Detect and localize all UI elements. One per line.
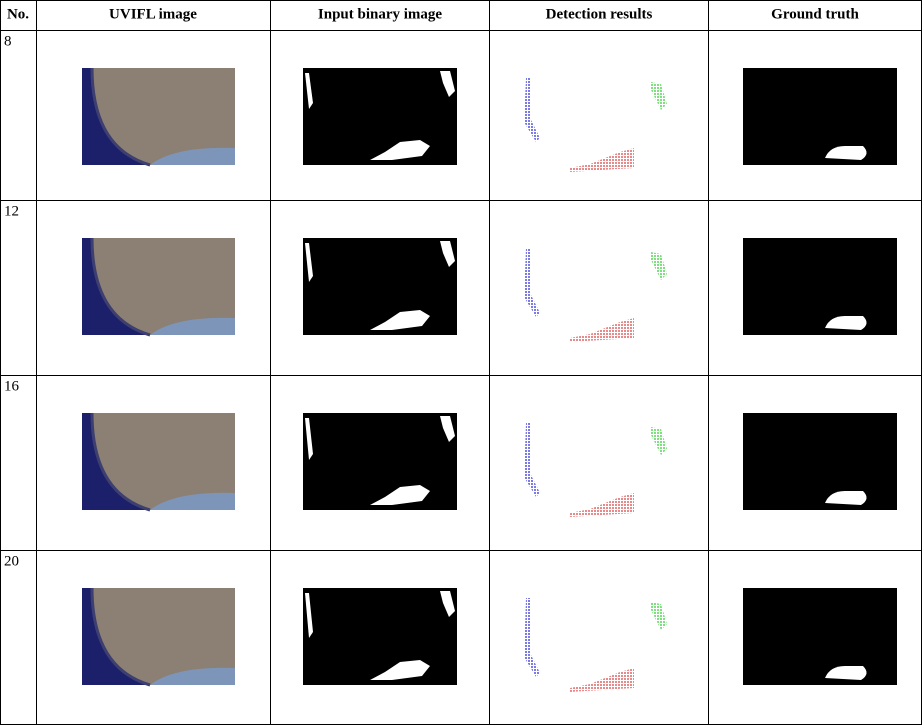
row-number: 16 xyxy=(4,378,20,394)
uvifl-image xyxy=(82,413,235,510)
ground-truth-image xyxy=(743,68,897,165)
binary-image xyxy=(303,588,457,685)
detection-image xyxy=(524,598,667,692)
column-header: UVIFL image xyxy=(109,6,197,22)
uvifl-image xyxy=(82,238,235,335)
detection-image xyxy=(524,248,667,342)
red-points xyxy=(570,668,634,692)
uvifl-image xyxy=(82,68,235,165)
column-header: Ground truth xyxy=(771,6,859,22)
binary-image xyxy=(303,238,457,335)
green-points xyxy=(651,82,667,110)
row-number: 8 xyxy=(4,33,12,49)
image-bg xyxy=(303,413,457,510)
detection-image xyxy=(524,78,667,172)
row-number: 20 xyxy=(4,553,19,569)
image-bg xyxy=(743,238,897,335)
image-bg xyxy=(303,238,457,335)
red-points xyxy=(570,318,634,342)
red-points xyxy=(570,493,634,517)
red-points xyxy=(570,148,634,172)
blue-points xyxy=(524,248,540,317)
blue-points xyxy=(524,598,540,677)
ground-truth-image xyxy=(743,238,897,335)
column-header: No. xyxy=(7,6,29,22)
ground-truth-image xyxy=(743,413,897,510)
column-header: Input binary image xyxy=(318,6,443,22)
green-points xyxy=(651,252,667,280)
image-bg xyxy=(743,588,897,685)
image-bg xyxy=(743,68,897,165)
image-bg xyxy=(303,68,457,165)
row-number: 12 xyxy=(4,203,19,219)
binary-image xyxy=(303,68,457,165)
image-bg xyxy=(743,413,897,510)
green-points xyxy=(651,427,667,455)
blue-points xyxy=(524,78,540,142)
uvifl-image xyxy=(82,588,235,685)
blue-points xyxy=(524,423,540,497)
ground-truth-image xyxy=(743,588,897,685)
binary-image xyxy=(303,413,457,510)
column-header: Detection results xyxy=(546,6,653,22)
green-points xyxy=(651,602,667,630)
detection-image xyxy=(524,423,667,517)
image-bg xyxy=(303,588,457,685)
table-figure: No. UVIFL image Input binary image Detec… xyxy=(0,0,922,725)
